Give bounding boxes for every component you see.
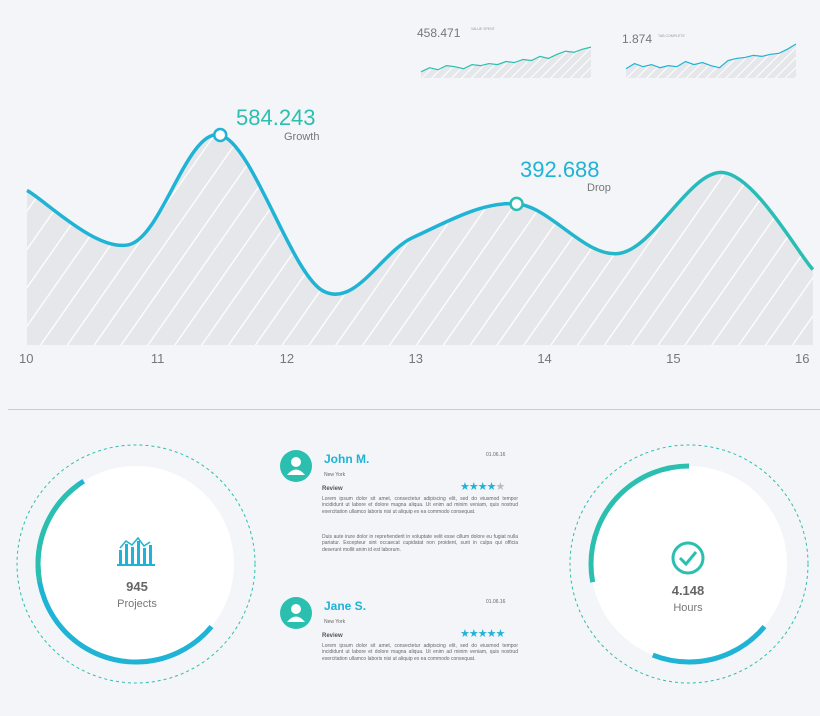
drop-marker[interactable] — [509, 196, 524, 212]
growth-label: Growth — [284, 131, 319, 143]
x-tick-label: 16 — [795, 351, 809, 366]
main-area-chart: 584.243 Growth 392.688 Drop 10 11 12 13 14 15… — [19, 105, 815, 366]
chart-series-line — [26, 133, 815, 296]
x-tick-label: 12 — [280, 351, 294, 366]
mini-area — [421, 47, 591, 78]
stars-filled: ★★★★★ — [460, 628, 505, 640]
hours-value: 4.148 — [671, 583, 705, 598]
mini-chart-tab-complete: 1.874 TAB COMPLETE — [622, 32, 797, 78]
check-circle-icon — [671, 541, 705, 575]
ring-progress-tail — [588, 463, 790, 665]
x-tick-label: 13 — [409, 351, 423, 366]
star-rating: ★★★★★ — [460, 480, 505, 493]
hours-progress-ring — [569, 444, 809, 684]
mini-line — [420, 46, 592, 73]
ring-progress — [35, 463, 237, 665]
review-text: Duis aute irure dolor in reprehenderit i… — [322, 534, 518, 553]
mini-caption: VALUE SPENT — [471, 27, 496, 31]
x-tick-label: 14 — [537, 351, 551, 366]
reviewer-location: New York — [324, 619, 346, 625]
review-card: Jane S. New York 01.06.16 Review ★★★★★ L… — [280, 597, 520, 697]
ring-outline — [569, 444, 809, 684]
mini-chart-value-spent: 458.471 VALUE SPENT — [417, 26, 592, 78]
star-rating: ★★★★★ — [460, 627, 505, 640]
drop-value: 392.688 — [520, 157, 600, 182]
projects-center: 945 Projects — [77, 536, 197, 610]
bar-chart-icon — [117, 536, 155, 566]
review-date: 01.06.16 — [486, 452, 506, 458]
review-text: Lorem ipsum dolor sit amet, consectetur … — [322, 496, 518, 515]
mini-value: 1.874 — [622, 32, 652, 46]
projects-value: 945 — [126, 579, 148, 594]
chart-area-fill — [27, 134, 813, 345]
reviewer-name[interactable]: John M. — [324, 452, 370, 466]
ring-face — [591, 466, 787, 662]
review-text: Lorem ipsum dolor sit amet, consectetur … — [322, 643, 518, 662]
hours-center: 4.148 Hours — [628, 540, 748, 614]
reviewer-name[interactable]: Jane S. — [324, 599, 367, 613]
review-label: Review — [322, 633, 343, 639]
projects-label: Projects — [117, 598, 157, 610]
ring-progress — [588, 463, 790, 665]
mini-caption: TAB COMPLETE — [658, 34, 685, 38]
mini-line — [625, 43, 797, 70]
x-tick-label: 15 — [666, 351, 680, 366]
drop-label: Drop — [587, 182, 611, 194]
review-card: John M. New York 01.06.16 Review ★★★★★ L… — [280, 450, 520, 580]
user-avatar-icon[interactable] — [280, 597, 312, 629]
review-date: 01.06.16 — [486, 599, 506, 605]
review-label: Review — [322, 486, 343, 492]
user-avatar-icon[interactable] — [280, 450, 312, 482]
growth-marker[interactable] — [213, 127, 228, 143]
section-divider — [8, 409, 820, 410]
x-tick-label: 10 — [19, 351, 33, 366]
growth-value: 584.243 — [236, 105, 316, 130]
reviewer-location: New York — [324, 472, 346, 478]
ring-outline — [16, 444, 256, 684]
x-tick-label: 11 — [151, 351, 165, 366]
stars-filled: ★★★★ — [460, 481, 496, 493]
mini-area — [626, 44, 796, 78]
mini-value: 458.471 — [417, 26, 461, 40]
hours-label: Hours — [673, 602, 703, 614]
stars-empty: ★ — [495, 481, 505, 493]
